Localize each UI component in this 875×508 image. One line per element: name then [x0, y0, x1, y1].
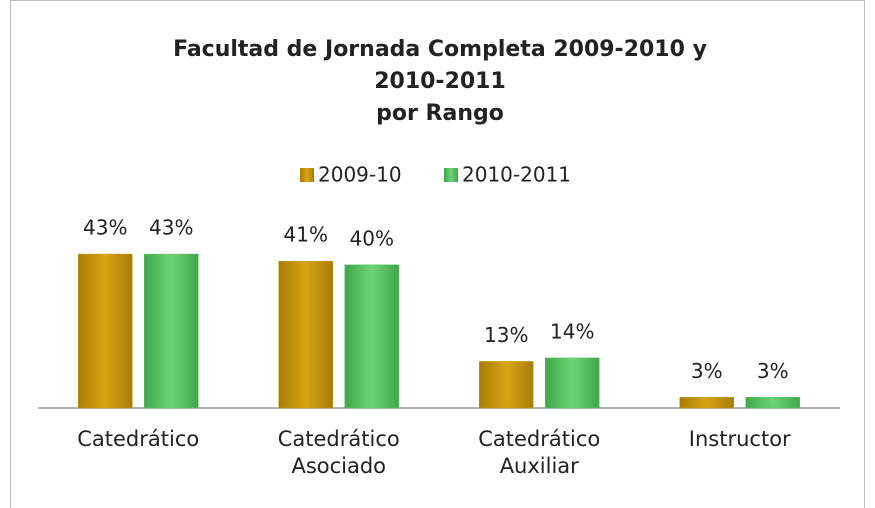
x-tick-label: Catedrático Auxiliar: [478, 427, 601, 478]
data-label: 43%: [149, 216, 193, 240]
legend-label: 2010-2011: [462, 163, 571, 187]
data-label: 43%: [83, 216, 127, 240]
bar: [78, 253, 133, 409]
data-label: 3%: [757, 359, 789, 383]
bar: [144, 253, 199, 409]
data-label: 41%: [284, 223, 328, 247]
legend-swatch: [300, 168, 314, 182]
data-label: 40%: [350, 226, 394, 250]
data-label: 13%: [484, 323, 528, 347]
x-tick-label: Catedrático: [77, 427, 200, 451]
bar: [545, 357, 600, 409]
data-label: 3%: [691, 359, 723, 383]
chart-title: 2010-2011: [374, 69, 506, 94]
legend-swatch: [444, 168, 458, 182]
x-tick-label: Catedrático Asociado: [277, 427, 400, 478]
bar: [344, 264, 399, 409]
chart-title: por Rango: [376, 101, 504, 126]
chart-title: Facultad de Jornada Completa 2009-2010 y: [173, 37, 707, 62]
bar: [745, 397, 800, 409]
bar: [278, 260, 333, 409]
x-tick-label: Instructor: [688, 427, 791, 451]
data-label: 14%: [550, 319, 594, 343]
bar: [679, 397, 734, 409]
legend-label: 2009-10: [318, 163, 402, 187]
bar: [479, 361, 534, 409]
